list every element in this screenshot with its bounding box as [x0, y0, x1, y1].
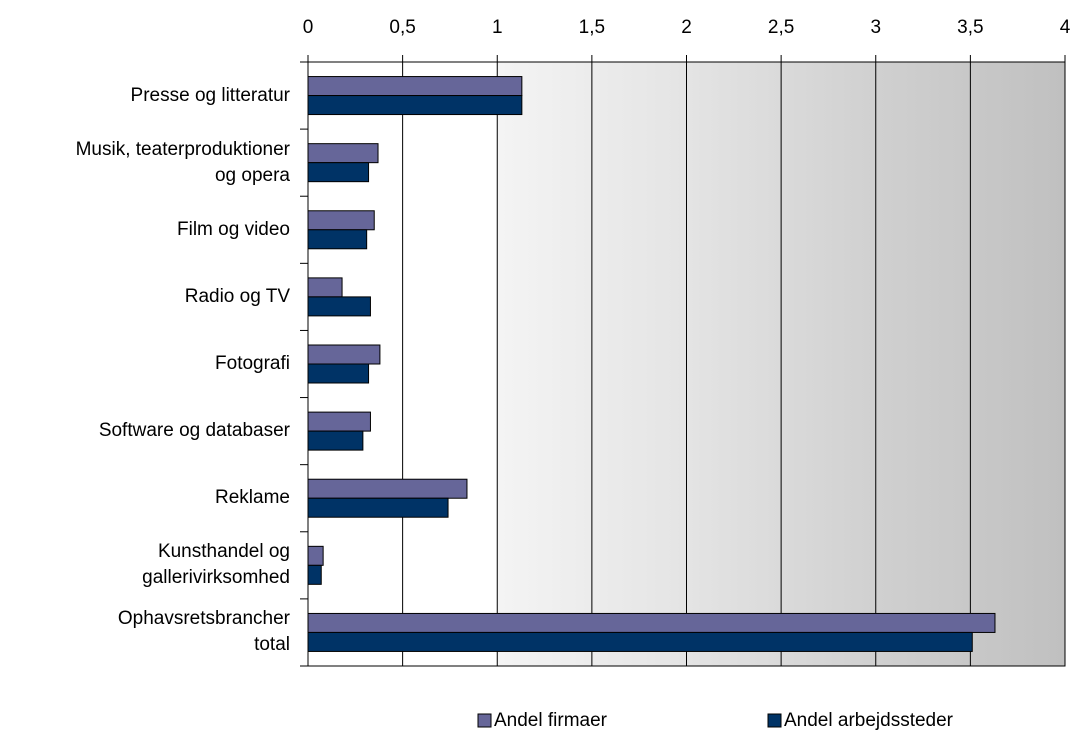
bar: [307, 478, 468, 499]
x-tick-label: 2: [681, 17, 692, 38]
bar: [307, 344, 381, 365]
bar: [307, 631, 973, 652]
legend-label: Andel firmaer: [494, 710, 608, 731]
bar: [307, 143, 379, 164]
legend-label: Andel arbejdssteder: [784, 710, 954, 731]
legend-swatch: [477, 713, 492, 728]
y-tick-label: Musik, teaterproduktioner og opera: [75, 138, 290, 186]
x-tick-label: 0,5: [389, 17, 415, 38]
bar: [307, 612, 996, 633]
y-tick-label: Kunsthandel og gallerivirksomhed: [142, 541, 290, 589]
x-tick-label: 1: [492, 17, 503, 38]
bar: [307, 497, 449, 518]
bar: [307, 277, 343, 298]
bar: [307, 162, 370, 183]
bar: [307, 296, 371, 317]
x-tick-label: 3: [870, 17, 881, 38]
x-tick-label: 2,5: [768, 17, 794, 38]
bar: [307, 95, 523, 116]
y-tick-label: Radio og TV: [184, 285, 290, 307]
x-tick-label: 1,5: [579, 17, 605, 38]
bar: [307, 363, 370, 384]
y-tick-label: Reklame: [215, 487, 290, 509]
bar: [307, 76, 523, 97]
bar: [307, 564, 322, 585]
legend-swatch: [767, 713, 782, 728]
x-tick-label: 4: [1060, 17, 1071, 38]
y-tick-label: Ophavsretsbrancher total: [117, 608, 290, 656]
bar: [307, 545, 324, 566]
y-tick-label: Film og video: [177, 218, 290, 240]
x-tick-label: 0: [303, 17, 314, 38]
y-tick-label: Fotografi: [215, 353, 290, 374]
bar: [307, 210, 375, 231]
bar: [307, 411, 371, 432]
x-tick-label: 3,5: [957, 17, 983, 38]
y-tick-label: Presse og litteratur: [130, 84, 290, 106]
bar: [307, 229, 368, 250]
y-tick-label: Software og databaser: [98, 420, 290, 442]
bar: [307, 430, 364, 451]
